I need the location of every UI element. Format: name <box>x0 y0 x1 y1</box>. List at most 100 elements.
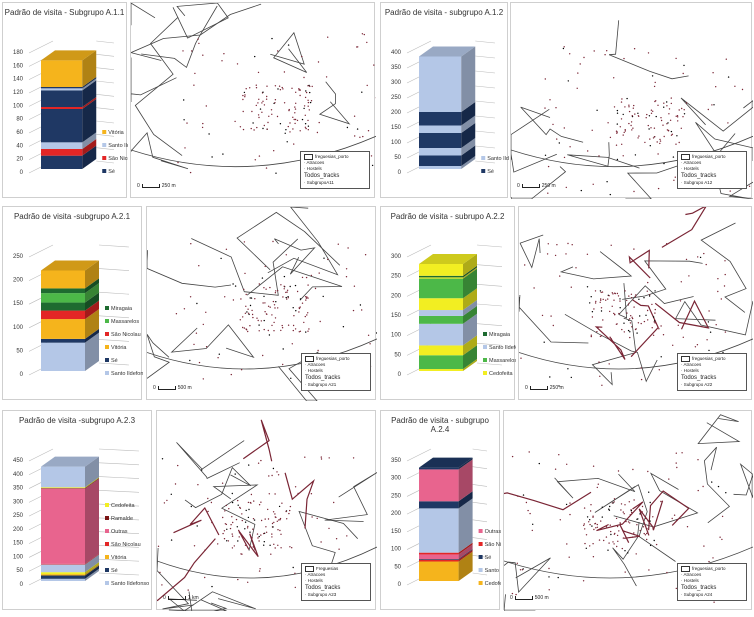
track-point <box>197 484 199 486</box>
track-point <box>274 547 276 549</box>
track-point <box>522 568 524 570</box>
track-point <box>670 134 673 136</box>
track-point <box>676 135 678 137</box>
parish-boundary <box>131 57 177 102</box>
bar-segment <box>419 315 463 324</box>
parish-boundary <box>131 3 262 61</box>
track-point <box>352 457 355 459</box>
track-point <box>724 331 727 333</box>
track-point <box>267 329 269 332</box>
track-point <box>196 525 198 527</box>
bar-segment <box>419 559 459 560</box>
track-point <box>646 538 648 541</box>
track-point <box>679 300 682 302</box>
track-line <box>630 299 659 358</box>
track-point <box>170 539 173 541</box>
parish-boundary <box>715 173 753 199</box>
track-point <box>616 131 618 133</box>
track-point <box>620 509 622 511</box>
bar-top-face <box>41 260 99 271</box>
gridline <box>96 147 115 150</box>
river-boundary <box>519 338 753 370</box>
track-point <box>289 122 291 124</box>
track-point <box>305 90 307 92</box>
track-point <box>286 291 288 293</box>
bar-segment <box>41 488 85 489</box>
scale-zero: 0 <box>510 595 513 601</box>
track-point <box>677 120 679 122</box>
y-tick-label: 250 <box>391 274 402 280</box>
track-point <box>247 516 250 519</box>
gridline <box>476 323 503 326</box>
track-point <box>282 296 284 298</box>
track-point <box>670 97 672 99</box>
scale-label: 500 m <box>534 595 549 601</box>
track-point <box>231 492 233 495</box>
track-point <box>644 517 647 520</box>
track-point <box>529 512 531 515</box>
track-point <box>294 118 297 121</box>
track-point <box>308 109 310 111</box>
gridline <box>475 100 496 104</box>
track-point <box>281 327 284 329</box>
scale-bar: 0 500 m <box>510 595 549 601</box>
track-point <box>610 530 612 533</box>
track-point <box>685 258 688 261</box>
track-point <box>617 540 619 542</box>
parish-boundary <box>511 108 557 173</box>
chart-title: Padrão de visita - Subgrupo A.1.1 <box>4 8 125 17</box>
track-point <box>645 314 647 316</box>
track-point <box>670 102 672 105</box>
track-point <box>628 110 631 113</box>
gridline <box>96 94 115 97</box>
track-point <box>289 546 291 548</box>
track-point <box>623 322 625 324</box>
bar-segment <box>41 319 85 339</box>
track-point <box>643 320 646 323</box>
track-point <box>255 84 257 86</box>
track-point <box>605 299 607 301</box>
track-point <box>257 114 260 116</box>
track-point <box>268 493 270 495</box>
track-point <box>541 314 544 317</box>
track-point <box>601 384 603 386</box>
bar-segment <box>419 323 463 346</box>
track-point <box>565 503 568 506</box>
track-point <box>269 544 271 546</box>
track-point <box>294 122 296 125</box>
legend-item-boundaries: Freguesias <box>305 565 367 572</box>
legend-label: Atracoes <box>683 572 702 577</box>
track-point <box>373 64 375 66</box>
track-point <box>570 376 572 379</box>
track-point <box>741 88 744 91</box>
track-point <box>268 115 270 118</box>
y-tick-label: 0 <box>20 582 24 588</box>
track-point <box>611 292 613 294</box>
track-point <box>303 105 306 107</box>
track-point <box>748 185 751 187</box>
track-point <box>260 459 262 462</box>
stacked-bar-chart: 0 50 100 150 200 250 300 350 Outras São Nicolau Sé… <box>380 410 501 610</box>
track-point <box>721 515 724 518</box>
track-point <box>596 486 598 489</box>
chart-canvas: 0 50 100 150 200 250 300 350 Outras São Nicolau Sé… <box>391 448 501 588</box>
track-point <box>285 291 287 294</box>
track-point <box>628 302 630 305</box>
track-point <box>675 143 677 145</box>
parish-boundary <box>520 106 584 143</box>
gridline <box>98 558 140 562</box>
track-point <box>633 190 635 193</box>
track-point <box>521 569 524 571</box>
track-point <box>686 526 689 528</box>
track-point <box>654 136 656 138</box>
track-point <box>271 314 273 316</box>
track-point <box>630 121 633 123</box>
track-point <box>629 522 631 524</box>
track-point <box>631 115 633 117</box>
track-point <box>580 189 582 192</box>
track-point <box>675 452 677 454</box>
track-point <box>622 537 625 539</box>
track-line <box>242 419 273 462</box>
track-point <box>296 119 299 122</box>
track-point <box>647 520 649 522</box>
